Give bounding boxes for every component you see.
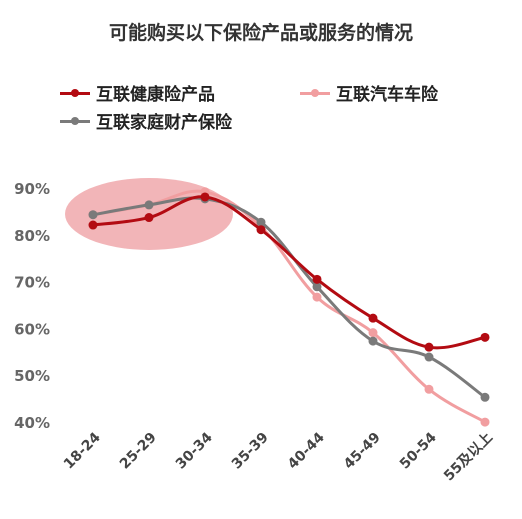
series-point-2 bbox=[256, 217, 266, 227]
series-point-2 bbox=[368, 336, 378, 346]
y-tick-label: 40% bbox=[14, 414, 50, 432]
series-point-0 bbox=[312, 274, 322, 284]
series-point-2 bbox=[144, 200, 154, 210]
x-tick-label: 18-24 bbox=[61, 429, 104, 472]
y-tick-label: 70% bbox=[14, 274, 50, 292]
x-tick-label: 30-34 bbox=[173, 429, 216, 472]
chart-title: 可能购买以下保险产品或服务的情况 bbox=[108, 22, 413, 44]
series-point-1 bbox=[424, 384, 434, 394]
x-tick-label: 25-29 bbox=[117, 430, 160, 473]
series-point-0 bbox=[424, 342, 434, 352]
legend-label-health: 互联健康险产品 bbox=[96, 85, 215, 105]
series-point-1 bbox=[312, 292, 322, 302]
series-line-0 bbox=[91, 195, 487, 350]
legend-swatch-health bbox=[60, 87, 90, 99]
series-point-1 bbox=[480, 417, 490, 427]
x-tick-label: 55及以上 bbox=[441, 430, 496, 485]
series-point-2 bbox=[480, 392, 490, 402]
legend-item-health: 互联健康险产品 bbox=[60, 80, 215, 105]
series-point-2 bbox=[424, 352, 434, 362]
legend-label-property: 互联家庭财产保险 bbox=[96, 113, 232, 133]
series-point-0 bbox=[368, 313, 378, 323]
series-point-1 bbox=[368, 328, 378, 338]
x-tick-label: 35-39 bbox=[229, 430, 272, 473]
y-tick-label: 60% bbox=[14, 320, 50, 338]
legend-swatch-auto bbox=[300, 87, 330, 99]
legend-item-auto: 互联汽车车险 bbox=[300, 80, 438, 105]
x-tick-label: 40-44 bbox=[285, 429, 328, 472]
legend-swatch-property bbox=[60, 115, 90, 127]
x-tick-label: 50-54 bbox=[397, 429, 440, 472]
legend-label-auto: 互联汽车车险 bbox=[336, 85, 438, 105]
x-tick-label: 45-49 bbox=[341, 430, 384, 473]
series-point-0 bbox=[88, 220, 98, 230]
y-tick-label: 90% bbox=[14, 180, 50, 198]
series-point-2 bbox=[88, 210, 98, 220]
series-point-0 bbox=[480, 332, 490, 342]
series-point-0 bbox=[256, 225, 266, 235]
legend-item-property: 互联家庭财产保险 bbox=[60, 108, 232, 133]
y-tick-label: 80% bbox=[14, 227, 50, 245]
series-point-0 bbox=[144, 213, 154, 223]
series-point-0 bbox=[200, 192, 210, 202]
series-point-2 bbox=[312, 282, 322, 292]
y-tick-label: 50% bbox=[14, 367, 50, 385]
